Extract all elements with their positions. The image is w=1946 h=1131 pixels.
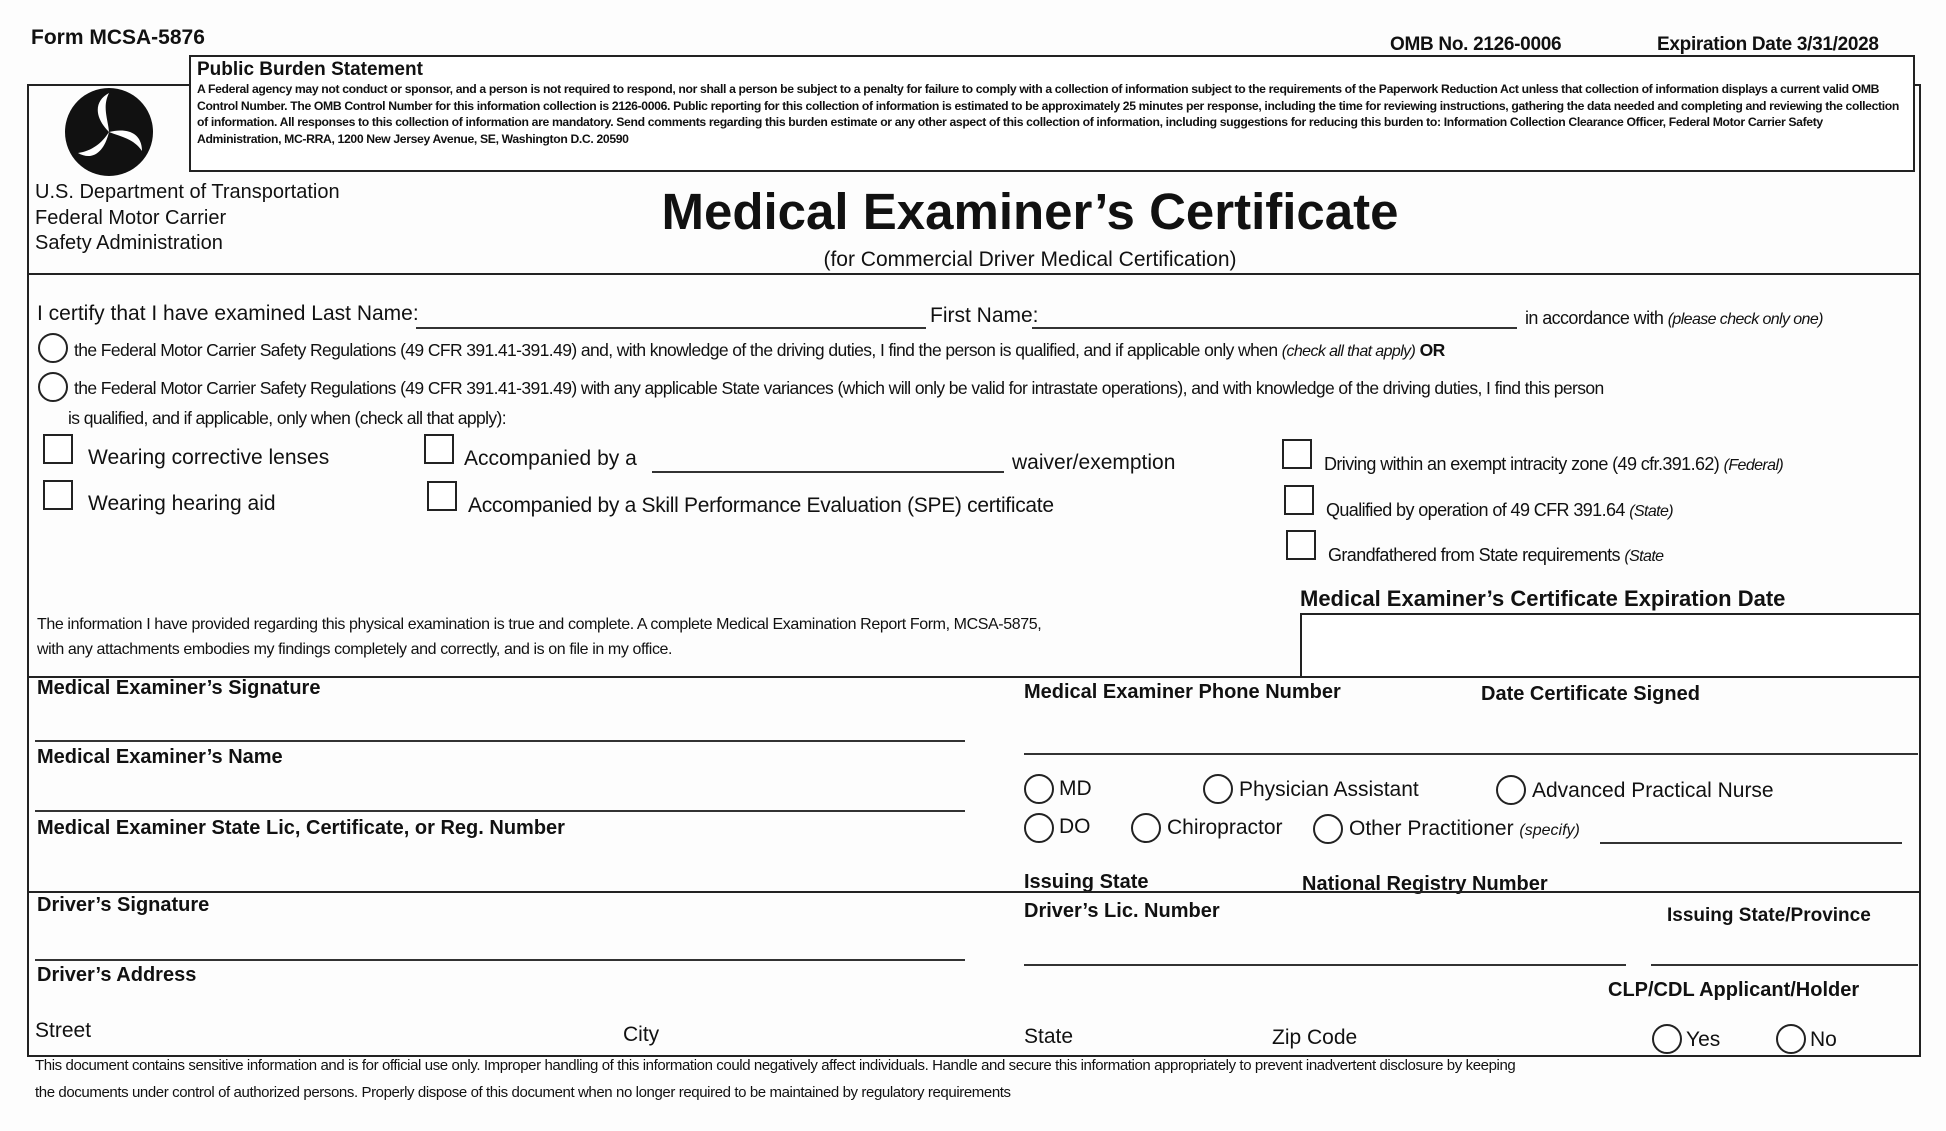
- accompanied-label: Accompanied by a: [464, 447, 637, 470]
- qualified-operation-checkbox[interactable]: [1284, 485, 1314, 515]
- option-federal-note: (check all that apply): [1281, 343, 1416, 360]
- chiropractor-label: Chiropractor: [1167, 816, 1283, 839]
- form-number: Form MCSA-5876: [31, 26, 205, 49]
- pa-label: Physician Assistant: [1239, 778, 1419, 801]
- apn-label: Advanced Practical Nurse: [1532, 779, 1774, 802]
- other-practitioner-radio[interactable]: [1313, 814, 1343, 844]
- other-specify-note: (specify): [1519, 822, 1580, 839]
- clp-yes-label: Yes: [1686, 1028, 1721, 1051]
- agency-name: U.S. Department of Transportation Federa…: [35, 180, 340, 257]
- hearing-aid-label: Wearing hearing aid: [88, 492, 276, 515]
- other-specify-field[interactable]: [1600, 842, 1902, 844]
- clp-yes-radio[interactable]: [1652, 1024, 1682, 1054]
- accordance-label: in accordance with: [1525, 308, 1664, 328]
- hearing-aid-checkbox[interactable]: [43, 480, 73, 510]
- divider: [27, 273, 1921, 275]
- first-name-label: First Name:: [930, 304, 1039, 327]
- grandfathered-checkbox[interactable]: [1286, 530, 1316, 560]
- agency-line-3: Safety Administration: [35, 232, 223, 254]
- registry-number-label: National Registry Number: [1302, 873, 1548, 895]
- waiver-label: waiver/exemption: [1012, 451, 1176, 474]
- qualified-note: (State): [1629, 503, 1674, 520]
- driver-issuing-state-label: Issuing State/Province: [1667, 905, 1871, 926]
- phone-date-field[interactable]: [1024, 753, 1918, 755]
- option-state-label: the Federal Motor Carrier Safety Regulat…: [74, 378, 1604, 398]
- waiver-field[interactable]: [652, 471, 1004, 473]
- corrective-lenses-checkbox[interactable]: [43, 434, 73, 464]
- me-license-label: Medical Examiner State Lic, Certificate,…: [37, 817, 565, 839]
- expiration-date: Expiration Date 3/31/2028: [1657, 34, 1879, 55]
- option-state-radio[interactable]: [38, 372, 68, 402]
- date-signed-label: Date Certificate Signed: [1481, 683, 1700, 705]
- clp-no-radio[interactable]: [1776, 1024, 1806, 1054]
- driver-state-field[interactable]: [1651, 964, 1918, 966]
- intracity-note: (Federal): [1723, 457, 1784, 474]
- state-label: State: [1024, 1025, 1074, 1048]
- driver-license-label: Driver’s Lic. Number: [1024, 900, 1220, 922]
- me-signature-label: Medical Examiner’s Signature: [37, 677, 321, 699]
- md-label: MD: [1059, 777, 1092, 800]
- clp-no-label: No: [1810, 1028, 1837, 1051]
- grandfathered-label: Grandfathered from State requirements: [1328, 545, 1621, 565]
- certificate-expiration-label: Medical Examiner’s Certificate Expiratio…: [1300, 586, 1786, 611]
- burden-statement: Public Burden Statement A Federal agency…: [189, 55, 1915, 172]
- accompanied-waiver-checkbox[interactable]: [424, 434, 454, 464]
- option-federal-label: the Federal Motor Carrier Safety Regulat…: [74, 340, 1278, 360]
- do-label: DO: [1059, 815, 1091, 838]
- accordance-note: (please check only one): [1667, 311, 1824, 328]
- me-name-field[interactable]: [35, 810, 965, 812]
- agency-line-2: Federal Motor Carrier: [35, 206, 227, 229]
- divider: [27, 891, 1921, 893]
- page-subtitle: (for Commercial Driver Medical Certifica…: [823, 248, 1237, 271]
- attestation-line-1: The information I have provided regardin…: [37, 616, 1042, 633]
- frame-right: [1919, 84, 1921, 1055]
- divider: [27, 676, 1921, 678]
- pa-radio[interactable]: [1203, 774, 1233, 804]
- driver-license-field[interactable]: [1024, 964, 1626, 966]
- certify-label: I certify that I have examined Last Name…: [37, 302, 419, 325]
- intracity-checkbox[interactable]: [1282, 439, 1312, 469]
- spe-checkbox[interactable]: [427, 481, 457, 511]
- footer-line-1: This document contains sensitive informa…: [35, 1057, 1516, 1074]
- first-name-field[interactable]: [1032, 327, 1517, 329]
- grandfathered-note: (State: [1624, 548, 1664, 565]
- me-signature-field[interactable]: [35, 740, 965, 742]
- option-federal-radio[interactable]: [38, 333, 68, 363]
- certificate-expiration-field[interactable]: [1300, 613, 1921, 676]
- attestation-line-2: with any attachments embodies my finding…: [37, 641, 673, 658]
- driver-address-label: Driver’s Address: [37, 964, 197, 986]
- me-name-label: Medical Examiner’s Name: [37, 746, 283, 768]
- apn-radio[interactable]: [1496, 775, 1526, 805]
- other-practitioner-label: Other Practitioner: [1349, 817, 1514, 840]
- burden-text: A Federal agency may not conduct or spon…: [197, 82, 1899, 146]
- qualified-label: Qualified by operation of 49 CFR 391.64: [1326, 500, 1625, 520]
- or-label: OR: [1419, 340, 1446, 360]
- corrective-lenses-label: Wearing corrective lenses: [88, 446, 330, 469]
- clp-cdl-label: CLP/CDL Applicant/Holder: [1608, 979, 1860, 1001]
- option-state-label-2: is qualified, and if applicable, only wh…: [68, 408, 507, 428]
- page-title: Medical Examiner’s Certificate: [661, 183, 1399, 240]
- driver-signature-field[interactable]: [35, 959, 965, 961]
- city-label: City: [623, 1023, 660, 1046]
- do-radio[interactable]: [1024, 813, 1054, 843]
- chiropractor-radio[interactable]: [1131, 813, 1161, 843]
- issuing-state-label: Issuing State: [1024, 871, 1149, 893]
- md-radio[interactable]: [1024, 774, 1054, 804]
- intracity-label: Driving within an exempt intracity zone …: [1324, 454, 1720, 474]
- omb-number: OMB No. 2126-0006: [1390, 34, 1562, 55]
- agency-line-1: U.S. Department of Transportation: [35, 181, 340, 203]
- footer-line-2: the documents under control of authorize…: [35, 1084, 1011, 1101]
- zip-label: Zip Code: [1272, 1026, 1358, 1049]
- me-phone-label: Medical Examiner Phone Number: [1024, 681, 1341, 703]
- dot-logo-icon: [65, 88, 153, 176]
- burden-title: Public Burden Statement: [197, 59, 423, 80]
- frame-left: [27, 84, 29, 1055]
- last-name-field[interactable]: [416, 327, 926, 329]
- frame-bottom: [27, 1055, 1921, 1057]
- driver-signature-label: Driver’s Signature: [37, 894, 210, 916]
- street-label: Street: [35, 1019, 92, 1042]
- spe-label: Accompanied by a Skill Performance Evalu…: [468, 494, 1054, 517]
